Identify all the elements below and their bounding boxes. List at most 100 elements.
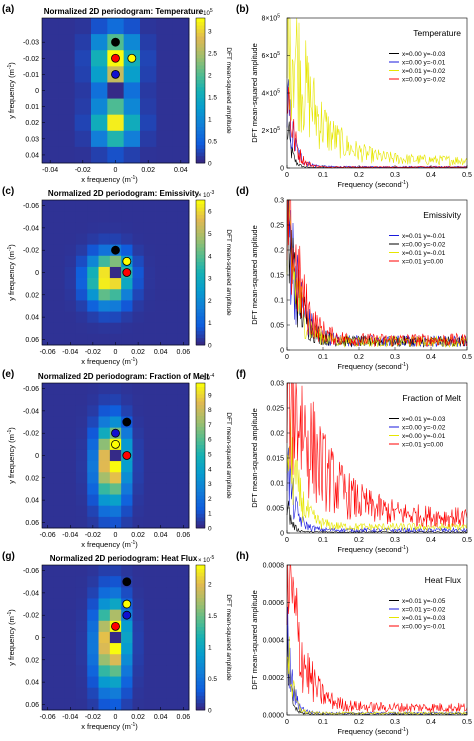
heatmap-cell [109, 278, 122, 290]
y-axis-label: DFT mean-squared amplitude [250, 225, 259, 325]
x-axis-label-close: ) [406, 362, 409, 371]
colorbar-tick-label: 3 [208, 29, 212, 36]
heatmap-cell [109, 576, 122, 588]
y-axis-label: y frequency (m-1) [7, 244, 16, 301]
colorbar-segment [196, 243, 205, 248]
heatmap-cell [177, 394, 190, 406]
heatmap-cell [166, 472, 179, 484]
heatmap-cell [64, 278, 77, 290]
heatmap-cell [132, 494, 145, 507]
heatmap-cell [177, 383, 190, 395]
heatmap-cell [98, 461, 111, 473]
heatmap-cell [87, 587, 99, 599]
marker-point [122, 256, 132, 266]
heatmap-cell [166, 698, 179, 711]
legend-entry: x=0.00 y=-0.02 [402, 77, 446, 84]
heatmap-cell [75, 289, 88, 301]
colorbar-segment [196, 86, 205, 91]
heatmap-cell [87, 461, 99, 473]
heatmap-cell [98, 333, 111, 346]
legend-entry: x=0.00 y=-0.03 [402, 51, 446, 58]
heatmap-cell [166, 483, 179, 495]
colorbar-tick-label: 6 [208, 209, 212, 216]
heatmap-cell [98, 322, 111, 335]
colorbar-segment [196, 673, 205, 678]
colorbar-tick-label: 3 [208, 276, 212, 283]
heatmap-cell [87, 620, 99, 633]
heatmap-cell [177, 698, 190, 711]
heatmap-cell [53, 300, 66, 312]
colorbar-segment [196, 334, 205, 339]
heatmap-cell [98, 609, 111, 622]
heatmap-cell [98, 278, 111, 290]
heatmap-cell [42, 416, 54, 429]
x-tick-label: 0 [285, 354, 289, 361]
heatmap-cell [177, 333, 190, 346]
heatmap-cell [42, 34, 59, 51]
colorbar-segment [196, 473, 205, 478]
y-tick-label: 0.2 [274, 248, 284, 255]
heatmap-cell [155, 322, 167, 335]
heatmap-cell [143, 222, 156, 234]
colorbar-segment [196, 152, 205, 157]
heatmap-cell [166, 576, 179, 588]
heatmap-cell [64, 665, 77, 677]
heatmap-cell [177, 211, 190, 223]
heatmap-cell [53, 427, 66, 440]
heatmap-cell [140, 82, 157, 99]
colorbar-segment [196, 159, 205, 164]
heatmap-cell [58, 18, 76, 35]
y-tick-label: 4×105 [261, 89, 280, 98]
y-tick-label: 0 [280, 348, 284, 355]
y-axis-label-close: ) [7, 609, 16, 612]
heatmap-cell [42, 472, 54, 484]
heatmap-cell [121, 311, 133, 324]
heatmap-cell [42, 665, 54, 677]
heatmap-cell [87, 494, 99, 507]
heatmap-cell [98, 383, 111, 395]
heatmap-cell [42, 266, 54, 279]
colorbar-segment [196, 54, 205, 59]
heatmap-cell [166, 405, 179, 417]
y-axis-label-exp: -1 [7, 430, 13, 435]
colorbar-label: DFT mean-squared amplitude [225, 594, 232, 681]
heatmap-cell [143, 427, 156, 440]
heatmap-cell [166, 609, 179, 622]
heatmap-cell [172, 98, 190, 116]
heatmap-cell [87, 438, 99, 451]
heatmap-cell [156, 114, 174, 132]
heatmap-cell [87, 255, 99, 268]
series-line [286, 447, 468, 533]
heatmap-cell [98, 654, 111, 666]
colorbar-segment [196, 83, 205, 88]
x-tick-label: 0.2 [354, 719, 364, 726]
colorbar-exponent-power: 5 [210, 8, 213, 14]
heatmap-cell [166, 311, 179, 324]
x-tick-label: 0.1 [318, 719, 328, 726]
colorbar-segment [196, 509, 205, 514]
heatmap-cell [75, 405, 88, 417]
heatmap-cell [42, 289, 54, 301]
heatmap-cell [166, 211, 179, 223]
heatmap-cell [109, 405, 122, 417]
heatmap-cell [53, 665, 66, 677]
y-tick-label: -0.02 [23, 431, 39, 438]
heatmap-cell [74, 66, 92, 83]
colorbar-segment [196, 250, 205, 255]
heatmap-cell [177, 233, 190, 246]
heatmap-cell [143, 311, 156, 324]
heatmap-cell [177, 676, 190, 689]
heatmap-cell [42, 82, 59, 99]
heatmap-cell [166, 233, 179, 246]
heatmap-cell [64, 676, 77, 689]
heatmap-cell [87, 698, 99, 711]
heatmap-cell [75, 300, 88, 312]
heatmap-cell [53, 676, 66, 689]
colorbar-segment [196, 141, 205, 146]
heatmap-cell [42, 50, 59, 67]
x-tick-label: -0.04 [42, 167, 58, 174]
colorbar-segment [196, 426, 205, 431]
heatmap-cell [53, 322, 66, 335]
heatmap-cell [87, 472, 99, 484]
heatmap-cell [91, 18, 108, 35]
